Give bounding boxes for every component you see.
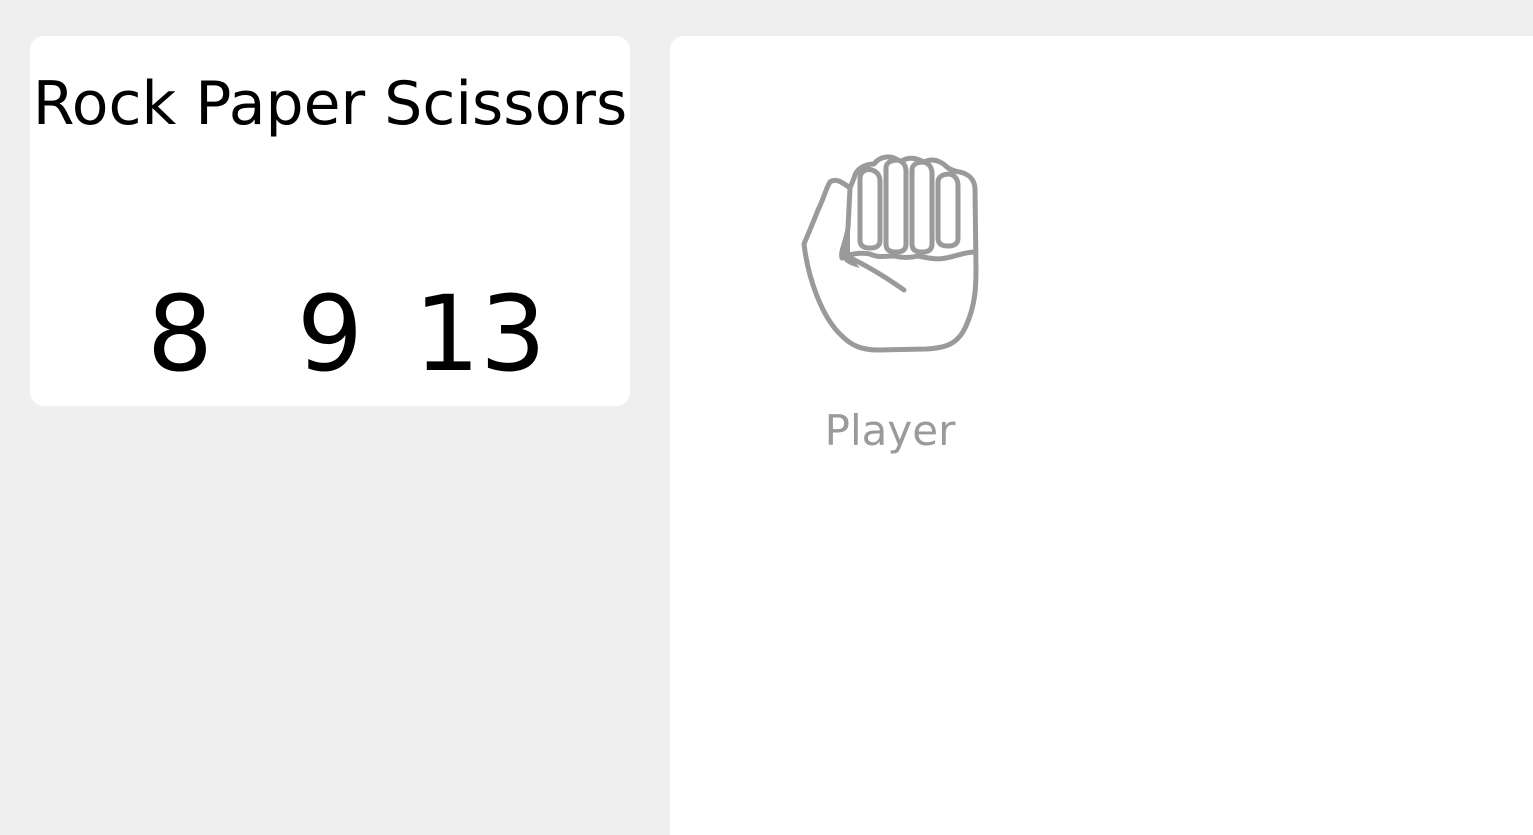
player-hand: Player [790,148,990,456]
player-score: 8 [146,273,214,395]
game-title: Rock Paper Scissors [32,69,628,139]
score-row: 8 9 13 [30,264,630,404]
rock-fist-icon [801,154,979,353]
draws-score: 13 [413,273,547,395]
game-arena: Player [670,36,1533,835]
scoreboard-card: Rock Paper Scissors 8 9 13 [30,36,630,406]
computer-score: 9 [296,273,364,395]
player-label: Player [824,406,956,455]
